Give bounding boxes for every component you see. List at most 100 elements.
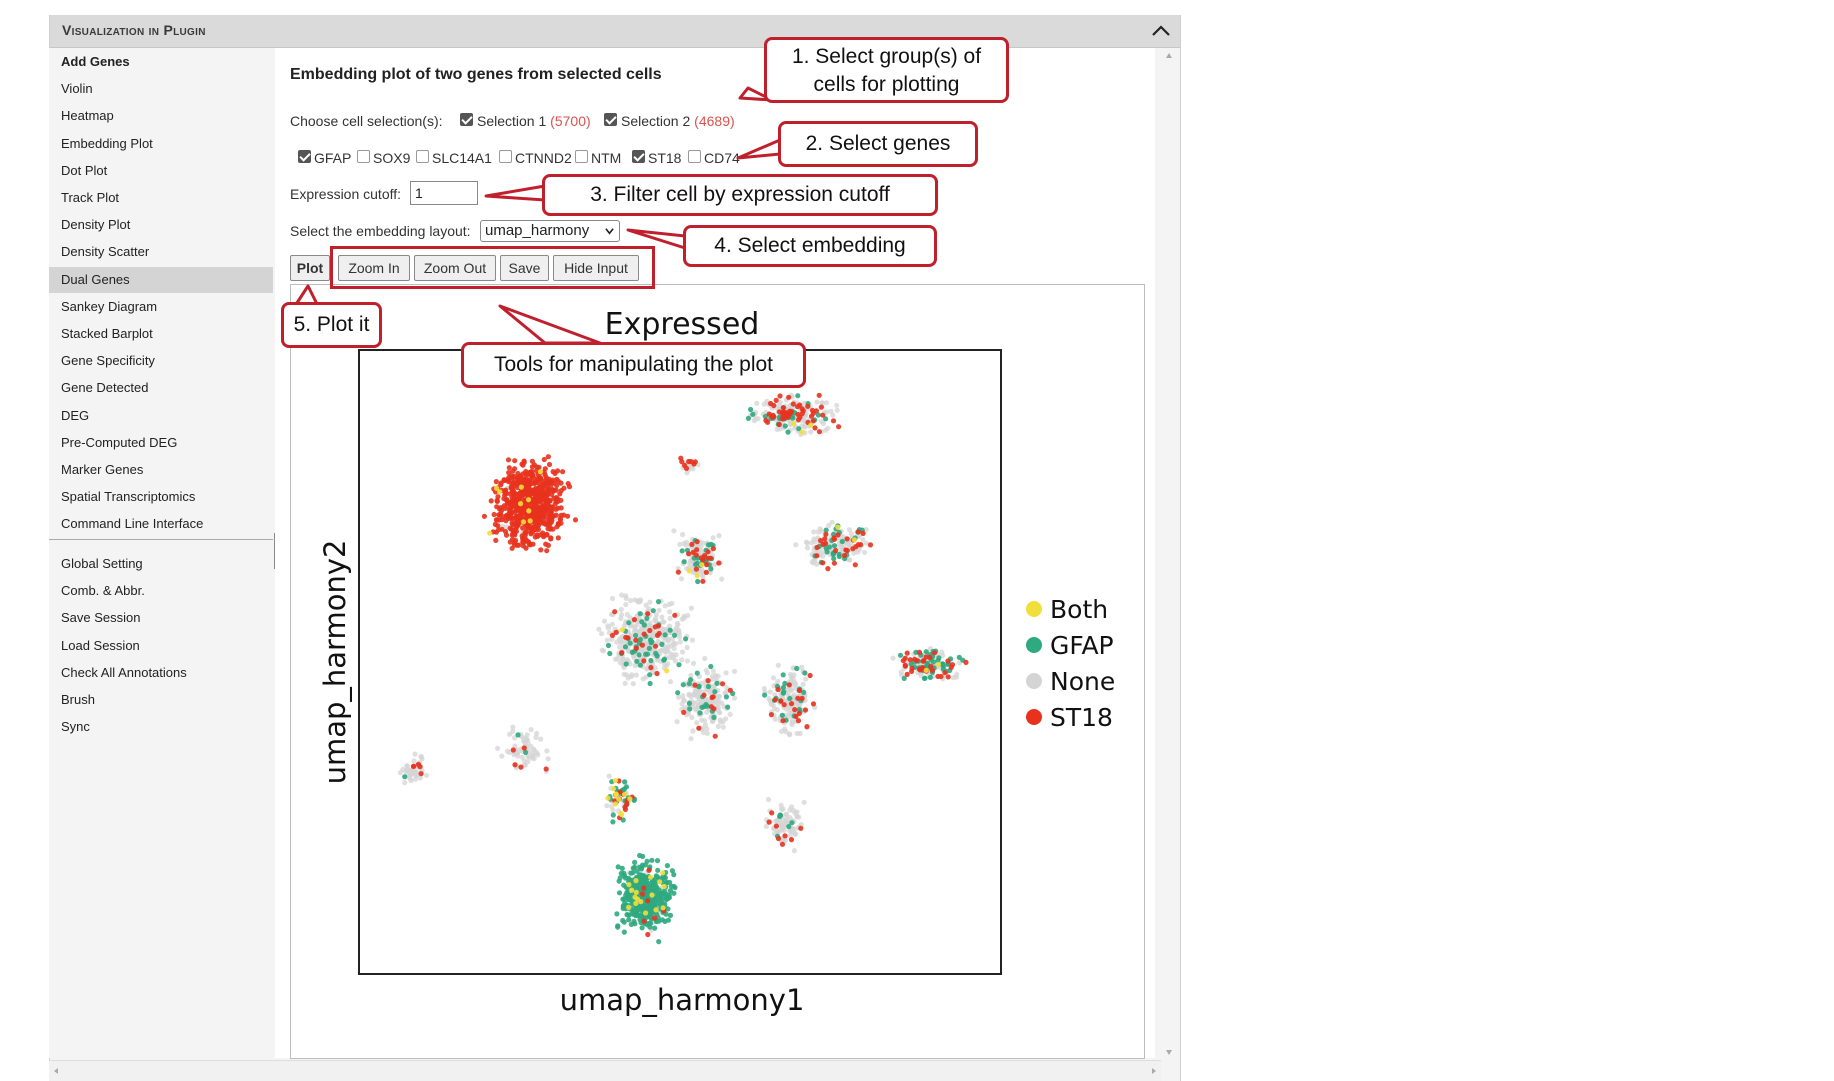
vertical-scrollbar[interactable] <box>1160 48 1178 1058</box>
gene-checkbox-sox9[interactable] <box>357 150 370 163</box>
scatter-point <box>637 599 643 605</box>
zoom-out-button[interactable]: Zoom Out <box>414 255 496 281</box>
scatter-point <box>851 550 857 556</box>
scatter-point <box>689 637 696 643</box>
scatter-point <box>830 412 836 418</box>
scroll-up-icon <box>1166 53 1172 58</box>
scatter-point <box>754 400 760 406</box>
sidebar-item-check-all-annotations[interactable]: Check All Annotations <box>61 664 187 680</box>
scatter-point <box>667 651 674 657</box>
scatter-point <box>601 618 608 624</box>
scatter-point <box>698 548 704 554</box>
scatter-point <box>646 606 652 612</box>
gene-label-cd74: CD74 <box>704 150 740 166</box>
sidebar-item-density-plot[interactable]: Density Plot <box>61 217 131 233</box>
gene-checkbox-slc14a1[interactable] <box>416 150 429 163</box>
sidebar-item-add-genes[interactable]: Add Genes <box>61 54 130 69</box>
save-button[interactable]: Save <box>500 255 549 281</box>
scatter-point <box>684 644 690 651</box>
sidebar-item-load-session[interactable]: Load Session <box>61 637 140 653</box>
sidebar-item-violin[interactable]: Violin <box>61 81 93 97</box>
scatter-point <box>667 679 674 685</box>
zoom-in-button[interactable]: Zoom In <box>338 255 410 281</box>
scatter-point <box>834 407 840 413</box>
scatter-point <box>619 592 625 598</box>
annotation-step1: 1. Select group(s) of cells for plotting <box>764 37 1009 103</box>
scatter-point <box>863 540 870 546</box>
sidebar-item-gene-detected[interactable]: Gene Detected <box>61 380 149 396</box>
horizontal-scrollbar[interactable] <box>49 1060 1161 1081</box>
gene-checkbox-cd74[interactable] <box>688 150 701 163</box>
scatter-point <box>647 599 653 605</box>
sidebar: Add Genes Violin Heatmap Embedding Plot Dot … <box>49 48 273 1058</box>
embedding-layout-select[interactable]: umap_harmony <box>480 220 620 242</box>
gene-checkbox-gfap[interactable] <box>298 150 311 163</box>
sidebar-item-stacked-barplot[interactable]: Stacked Barplot <box>61 326 153 341</box>
sidebar-item-save-session[interactable]: Save Session <box>61 610 141 626</box>
scatter-point <box>623 601 629 608</box>
scatter-point <box>647 620 653 626</box>
scatter-point <box>755 416 761 422</box>
chevron-up-icon[interactable] <box>1148 18 1174 44</box>
layout-label: Select the embedding layout: <box>290 223 471 239</box>
selection-1-count: (5700) <box>550 113 591 129</box>
sidebar-item-dot-plot[interactable]: Dot Plot <box>61 162 108 178</box>
scatter-points <box>397 392 969 945</box>
sidebar-item-spatial-transcriptomics[interactable]: Spatial Transcriptomics <box>61 489 196 505</box>
sidebar-item-dual-genes[interactable]: Dual Genes <box>49 266 273 293</box>
scatter-point <box>671 646 677 652</box>
expression-cutoff-input[interactable]: 1 <box>410 181 478 205</box>
sidebar-item-pre-computed-deg[interactable]: Pre-Computed DEG <box>61 434 178 450</box>
sidebar-item-track-plot[interactable]: Track Plot <box>61 190 120 205</box>
selection-2-checkbox[interactable] <box>604 113 617 126</box>
annotation-step3: 3. Filter cell by expression cutoff <box>542 174 938 216</box>
panel-title: Visualization in Plugin <box>62 22 206 38</box>
scatter-point <box>688 605 695 611</box>
sidebar-item-marker-genes[interactable]: Marker Genes <box>61 462 144 477</box>
sidebar-item-command-line-interface[interactable]: Command Line Interface <box>61 516 204 532</box>
scatter-point <box>621 671 627 677</box>
sidebar-item-comb-abbr[interactable]: Comb. & Abbr. <box>61 583 145 599</box>
gene-checkbox-st18[interactable] <box>632 150 645 163</box>
sidebar-item-global-setting[interactable]: Global Setting <box>61 556 143 571</box>
scatter-point <box>632 625 638 632</box>
scatter-point <box>677 541 683 548</box>
gene-label-slc14a1: SLC14A1 <box>432 150 492 166</box>
selection-1-checkbox[interactable] <box>460 113 473 126</box>
scatter-point <box>625 675 631 681</box>
chart-title: Expressed <box>605 307 760 342</box>
scatter-point <box>609 621 616 627</box>
scatter-point <box>672 658 679 664</box>
scatter-point <box>609 595 616 602</box>
scatter-point <box>675 622 681 628</box>
plot-area[interactable] <box>290 284 1145 1059</box>
gene-label-ntm: NTM <box>591 150 622 166</box>
sidebar-item-sync[interactable]: Sync <box>61 719 90 735</box>
selection-1-label: Selection 1 (5700) <box>477 113 591 129</box>
plot-button[interactable]: Plot <box>290 255 330 281</box>
scatter-point <box>618 606 624 613</box>
scatter-point <box>792 425 798 431</box>
scatter-point <box>678 576 685 582</box>
sidebar-item-density-scatter[interactable]: Density Scatter <box>61 244 150 260</box>
sidebar-item-brush[interactable]: Brush <box>61 692 95 707</box>
sidebar-item-embedding-plot[interactable]: Embedding Plot <box>61 135 153 151</box>
sidebar-item-sankey-diagram[interactable]: Sankey Diagram <box>61 298 158 314</box>
scatter-point <box>632 663 638 669</box>
gene-checkbox-ctnnd2[interactable] <box>499 150 512 163</box>
sidebar-item-gene-specificity[interactable]: Gene Specificity <box>61 353 155 369</box>
gene-checkbox-ntm[interactable] <box>575 150 588 163</box>
scatter-point <box>672 627 679 633</box>
scatter-point <box>659 614 665 620</box>
annotation-step1-line1: 1. Select group(s) of <box>791 45 982 68</box>
scatter-point <box>656 607 662 613</box>
sidebar-item-heatmap[interactable]: Heatmap <box>61 108 114 124</box>
annotation-step5: 5. Plot it <box>281 302 382 348</box>
sidebar-item-deg[interactable]: DEG <box>61 407 90 423</box>
hide-input-button[interactable]: Hide Input <box>553 255 639 281</box>
gene-label-ctnnd2: CTNND2 <box>515 150 572 166</box>
scatter-point <box>604 637 610 643</box>
scatter-point <box>680 531 686 538</box>
scatter-point <box>660 627 666 633</box>
